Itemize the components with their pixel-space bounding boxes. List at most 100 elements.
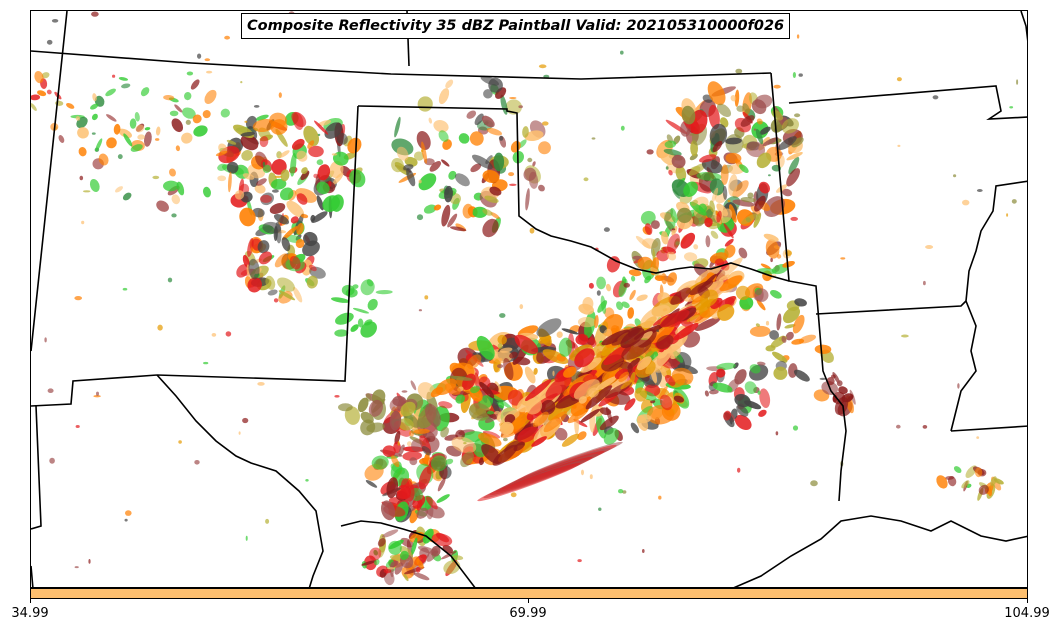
reflectivity-blob (317, 119, 332, 127)
reflectivity-blob (563, 366, 577, 378)
reflectivity-blob (441, 159, 450, 167)
reflectivity-blob (711, 187, 719, 203)
reflectivity-blob (416, 214, 424, 221)
reflectivity-blob (759, 388, 771, 408)
reflectivity-blob (220, 108, 230, 118)
reflectivity-blob (671, 226, 678, 236)
reflectivity-blob (755, 128, 764, 145)
reflectivity-blob (525, 188, 530, 211)
reflectivity-blob (790, 216, 798, 221)
reflectivity-blob (244, 120, 248, 123)
reflectivity-blob (242, 417, 249, 424)
reflectivity-blob (513, 356, 531, 366)
reflectivity-blob (597, 300, 608, 313)
reflectivity-blob (311, 211, 328, 223)
reflectivity-blob (295, 238, 305, 249)
reflectivity-blob (491, 394, 513, 410)
reflectivity-blob (462, 203, 474, 219)
reflectivity-blob (621, 338, 652, 360)
reflectivity-blob (659, 394, 673, 411)
reflectivity-blob (668, 169, 673, 176)
reflectivity-blob (278, 290, 296, 301)
reflectivity-blob (773, 84, 781, 89)
reflectivity-blob (756, 299, 766, 311)
reflectivity-blob (450, 226, 467, 232)
reflectivity-blob (421, 446, 432, 456)
reflectivity-blob (953, 466, 962, 474)
reflectivity-blob (247, 277, 262, 293)
reflectivity-blob (788, 156, 800, 175)
reflectivity-blob (118, 128, 132, 138)
reflectivity-blob (334, 395, 340, 398)
reflectivity-blob (239, 207, 256, 227)
colorbar-tick-label-max: 104.99 (1004, 606, 1050, 621)
reflectivity-blob (47, 388, 54, 394)
reflectivity-blob (49, 457, 55, 464)
reflectivity-blob (274, 253, 288, 268)
reflectivity-blob (357, 397, 369, 413)
reflectivity-blob (430, 386, 444, 398)
border-line (156, 105, 359, 382)
reflectivity-blob (114, 186, 124, 193)
reflectivity-blob (281, 237, 291, 252)
reflectivity-blob (596, 276, 607, 290)
reflectivity-blob (686, 314, 700, 322)
reflectivity-blob (529, 227, 535, 234)
reflectivity-blob (440, 551, 457, 560)
reflectivity-blob (543, 411, 568, 433)
reflectivity-blob (976, 189, 983, 192)
reflectivity-blob (922, 425, 928, 429)
reflectivity-blob (144, 127, 151, 131)
reflectivity-blob (252, 207, 265, 218)
reflectivity-blob (474, 113, 484, 126)
reflectivity-blob (765, 239, 780, 259)
reflectivity-blob (169, 168, 176, 177)
reflectivity-blob (580, 408, 600, 423)
reflectivity-blob (360, 279, 375, 296)
reflectivity-blob (497, 343, 503, 349)
reflectivity-blob (760, 263, 771, 270)
reflectivity-blob (436, 494, 450, 503)
reflectivity-blob (167, 277, 173, 283)
reflectivity-blob (289, 255, 301, 270)
reflectivity-blob (531, 436, 547, 447)
reflectivity-blob (440, 426, 449, 438)
map-title: Composite Reflectivity 35 dBZ Paintball … (241, 13, 791, 39)
reflectivity-blob (744, 381, 757, 394)
reflectivity-blob (344, 406, 361, 425)
reflectivity-blob (248, 258, 260, 280)
reflectivity-blob (316, 195, 324, 211)
reflectivity-blob (497, 364, 504, 369)
colorbar-tick (30, 599, 31, 603)
reflectivity-blob (740, 115, 755, 127)
reflectivity-blob (756, 152, 772, 169)
reflectivity-blob (399, 550, 409, 560)
reflectivity-blob (620, 379, 633, 390)
reflectivity-blob (666, 251, 677, 261)
reflectivity-blob (667, 272, 677, 286)
reflectivity-blob (424, 295, 429, 300)
reflectivity-blob (493, 152, 505, 172)
reflectivity-blob (430, 455, 448, 472)
reflectivity-blob (620, 327, 645, 349)
reflectivity-blob (728, 174, 738, 197)
reflectivity-blob (503, 437, 508, 442)
reflectivity-blob (754, 94, 773, 109)
reflectivity-blob (445, 79, 454, 89)
reflectivity-blob (291, 111, 307, 128)
reflectivity-blob (497, 334, 507, 345)
reflectivity-blob (438, 130, 449, 142)
reflectivity-blob (426, 505, 445, 519)
reflectivity-blob (819, 377, 827, 380)
reflectivity-blob (486, 127, 503, 136)
reflectivity-blob (558, 337, 573, 357)
reflectivity-blob (470, 163, 482, 173)
reflectivity-blob (765, 345, 776, 352)
reflectivity-blob (483, 89, 493, 99)
reflectivity-blob (978, 484, 989, 495)
reflectivity-blob (957, 383, 960, 389)
reflectivity-blob (316, 159, 324, 166)
reflectivity-blob (406, 441, 412, 447)
reflectivity-blob (105, 88, 116, 97)
reflectivity-blob (781, 188, 793, 197)
